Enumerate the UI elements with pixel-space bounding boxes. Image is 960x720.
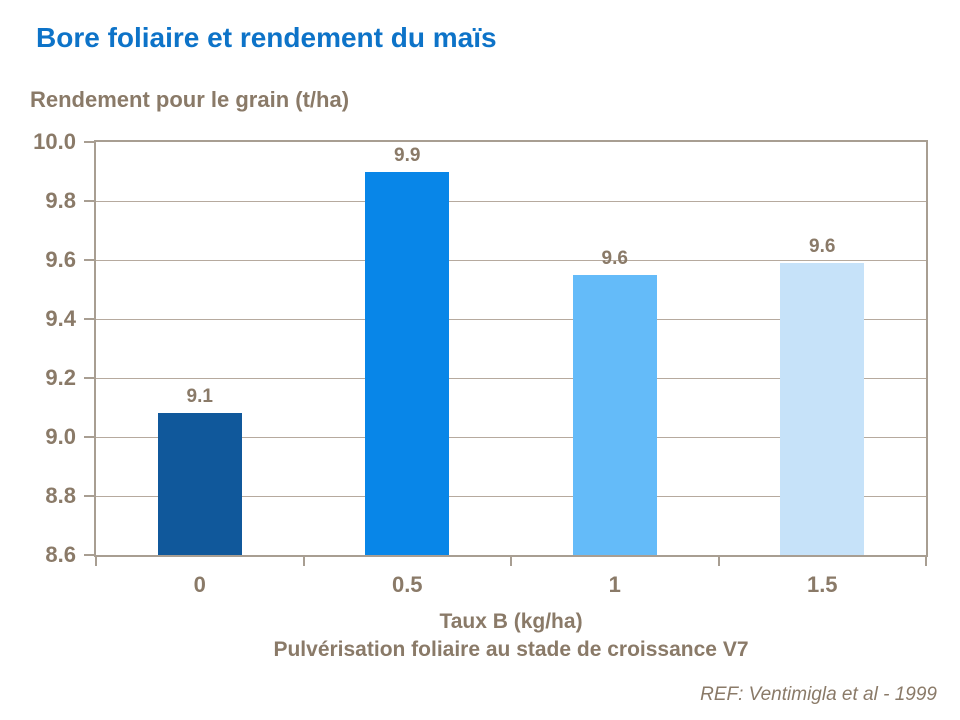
gridline xyxy=(96,496,926,497)
gridline xyxy=(96,437,926,438)
y-tick-mark xyxy=(84,377,94,379)
x-tick-mark xyxy=(95,557,97,566)
y-tick-mark xyxy=(84,141,94,143)
bar-value-label: 9.9 xyxy=(394,144,421,166)
y-tick-mark xyxy=(84,495,94,497)
y-tick-mark xyxy=(84,318,94,320)
x-tick-mark xyxy=(510,557,512,566)
x-tick-label: 0.5 xyxy=(391,572,423,597)
y-tick-label: 9.4 xyxy=(45,306,76,331)
bar xyxy=(572,274,657,555)
y-tick-label: 9.0 xyxy=(45,424,76,449)
plot-area: 9.1 9.9 9.6 9.6 xyxy=(84,140,928,566)
y-tick-label: 8.6 xyxy=(45,542,76,567)
x-axis-tick-labels: 0 0.5 1 1.5 xyxy=(96,572,926,598)
bar xyxy=(365,171,450,555)
x-axis-title: Taux B (kg/ha) xyxy=(439,610,583,633)
gridline xyxy=(96,201,926,202)
x-axis-subtitle: Pulvérisation foliaire au stade de crois… xyxy=(273,638,749,661)
bar-value-label: 9.1 xyxy=(186,386,213,408)
gridline xyxy=(96,378,926,379)
gridline xyxy=(96,319,926,320)
y-tick-label: 9.6 xyxy=(45,247,76,272)
y-tick-label: 9.8 xyxy=(45,188,76,213)
x-tick-mark xyxy=(925,557,927,566)
y-tick-mark xyxy=(84,554,94,556)
x-tick-label: 0 xyxy=(193,572,206,597)
reference-citation: REF: Ventimigla et al - 1999 xyxy=(700,684,937,705)
bar xyxy=(157,413,242,555)
bar xyxy=(780,262,865,555)
x-tick-mark xyxy=(302,557,305,566)
y-tick-label: 9.2 xyxy=(45,365,76,390)
y-tick-mark xyxy=(84,200,94,202)
y-tick-label: 10.0 xyxy=(33,129,76,154)
x-tick-mark xyxy=(717,557,720,566)
x-tick-label: 1 xyxy=(608,572,621,597)
bar-value-label: 9.6 xyxy=(601,247,628,269)
chart-title: Bore foliaire et rendement du maïs xyxy=(36,22,497,53)
y-tick-mark xyxy=(84,259,94,261)
y-tick-mark xyxy=(84,436,94,438)
y-axis-tick-labels: 10.0 9.8 9.6 9.4 9.2 9.0 8.8 8.6 xyxy=(0,129,76,567)
gridline xyxy=(96,260,926,261)
y-tick-label: 8.8 xyxy=(45,483,76,508)
y-axis-title: Rendement pour le grain (t/ha) xyxy=(30,87,350,112)
bar-value-label: 9.6 xyxy=(809,235,836,257)
x-tick-label: 1.5 xyxy=(806,572,838,597)
